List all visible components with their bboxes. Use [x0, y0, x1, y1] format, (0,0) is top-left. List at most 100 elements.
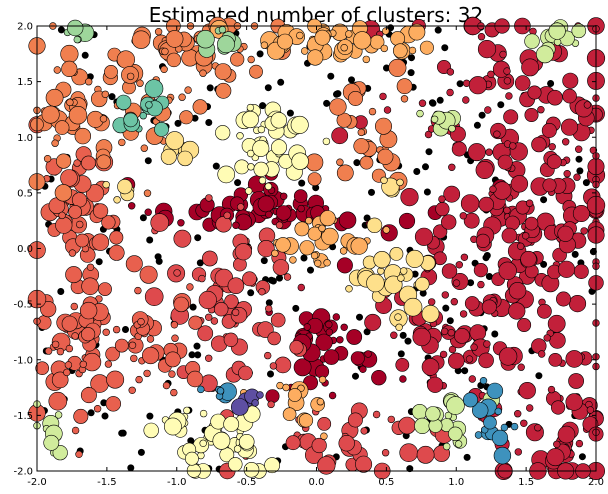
noise-point — [442, 304, 450, 312]
cluster-border-point — [256, 391, 264, 399]
cluster-core-point — [197, 325, 214, 342]
cluster-core-point — [144, 287, 164, 307]
cluster-core-point — [555, 291, 571, 307]
cluster-border-point — [583, 101, 592, 109]
cluster-core-point — [81, 277, 99, 296]
noise-point — [57, 26, 65, 34]
cluster-core-point — [234, 243, 252, 261]
cluster-core-point — [321, 227, 339, 246]
cluster-border-point — [75, 450, 83, 458]
noise-point — [413, 168, 421, 176]
cluster-core-point — [92, 203, 109, 219]
cluster-border-point — [296, 31, 304, 40]
y-tick-label: 1.0 — [17, 133, 33, 144]
cluster-border-point — [160, 65, 168, 74]
cluster-border-point — [503, 67, 511, 75]
cluster-border-point — [265, 304, 273, 313]
cluster-core-point — [201, 250, 218, 267]
noise-point — [446, 317, 454, 325]
cluster-border-point — [439, 350, 448, 359]
cluster-core-point — [68, 105, 88, 125]
cluster-border-point — [84, 77, 93, 86]
cluster-border-point — [146, 335, 155, 343]
cluster-core-point — [173, 229, 192, 248]
cluster-border-point — [271, 249, 279, 258]
noise-point — [234, 179, 242, 187]
noise-point — [286, 109, 294, 117]
cluster-core-point — [486, 382, 504, 400]
cluster-border-point — [186, 283, 194, 291]
cluster-core-point — [353, 31, 372, 50]
cluster-core-point — [541, 123, 557, 139]
cluster-core-point — [572, 205, 590, 223]
cluster-border-point — [283, 273, 292, 281]
cluster-core-point — [336, 257, 353, 274]
cluster-core-point — [405, 249, 424, 268]
cluster-core-point — [521, 58, 540, 77]
y-tick-label: 0.0 — [17, 244, 33, 255]
cluster-border-point — [379, 92, 387, 101]
cluster-border-point — [394, 313, 402, 321]
cluster-border-point — [547, 385, 556, 394]
cluster-border-point — [66, 98, 74, 107]
cluster-border-point — [318, 375, 327, 384]
y-tick-label: 1.5 — [17, 77, 33, 88]
cluster-core-point — [472, 402, 489, 419]
cluster-core-point — [164, 351, 181, 368]
cluster-core-point — [66, 19, 84, 37]
cluster-border-point — [500, 423, 509, 432]
cluster-border-point — [477, 280, 485, 289]
cluster-border-point — [440, 327, 449, 336]
cluster-border-point — [493, 130, 501, 138]
cluster-border-point — [301, 47, 309, 55]
cluster-border-point — [548, 143, 556, 151]
cluster-border-point — [236, 132, 244, 140]
cluster-core-point — [448, 426, 463, 441]
noise-point — [491, 330, 499, 338]
cluster-border-point — [505, 92, 513, 100]
cluster-border-point — [269, 362, 278, 370]
cluster-border-point — [54, 411, 63, 419]
noise-point — [367, 188, 375, 196]
noise-point — [206, 84, 214, 92]
noise-point — [327, 72, 335, 80]
cluster-core-point — [35, 361, 50, 376]
noise-point — [407, 69, 415, 77]
cluster-border-point — [364, 350, 372, 358]
cluster-core-point — [469, 324, 487, 341]
cluster-core-point — [214, 63, 232, 81]
cluster-border-point — [251, 399, 259, 407]
cluster-core-point — [163, 417, 182, 436]
cluster-core-point — [414, 417, 431, 435]
cluster-core-point — [230, 52, 245, 67]
cluster-core-point — [60, 44, 79, 64]
noise-point — [483, 252, 491, 260]
cluster-border-point — [484, 106, 492, 114]
cluster-border-point — [58, 211, 66, 220]
cluster-core-point — [285, 435, 301, 451]
cluster-core-point — [317, 416, 332, 431]
cluster-border-point — [400, 95, 409, 103]
cluster-core-point — [421, 358, 440, 376]
cluster-border-point — [448, 345, 457, 354]
cluster-core-point — [196, 30, 215, 49]
cluster-border-point — [170, 388, 178, 397]
cluster-core-point — [441, 263, 458, 279]
cluster-core-point — [98, 282, 112, 296]
cluster-border-point — [318, 224, 326, 233]
noise-point — [269, 277, 277, 285]
cluster-core-point — [109, 230, 124, 245]
cluster-border-point — [487, 70, 495, 79]
y-tick-label: 2.0 — [17, 22, 33, 33]
cluster-core-point — [123, 112, 138, 128]
cluster-core-point — [508, 302, 526, 320]
cluster-core-point — [231, 398, 249, 416]
cluster-core-point — [241, 110, 259, 129]
cluster-border-point — [245, 187, 253, 195]
cluster-border-point — [101, 90, 110, 99]
cluster-core-point — [131, 30, 151, 49]
cluster-core-point — [43, 434, 60, 451]
cluster-border-point — [126, 72, 135, 81]
cluster-core-point — [314, 29, 331, 46]
